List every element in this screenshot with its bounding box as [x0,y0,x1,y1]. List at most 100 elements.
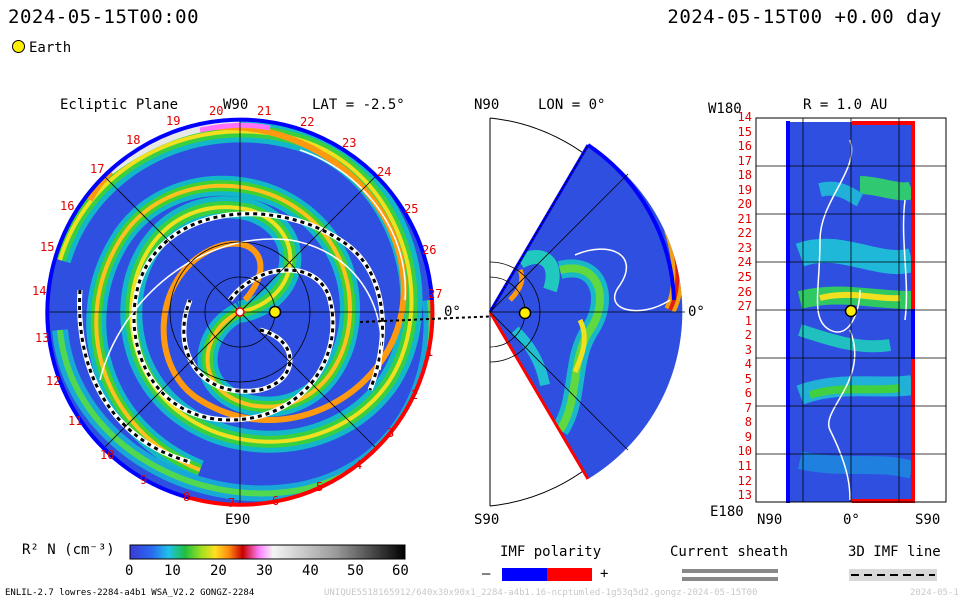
ecliptic-lat-label: LAT = -2.5° [312,97,405,113]
footer-run-id: UNIQUE5518165912/640x30x90x1_2284-a4b1.1… [324,588,758,598]
colorbar-label: R² N (cm⁻³) [22,542,115,558]
r-y-tick: 12 [737,473,752,488]
colorbar-tick-40: 40 [302,563,319,579]
r-y-tick: 10 [737,444,752,459]
ecliptic-top-label: W90 [223,97,249,113]
earth-legend-label: Earth [29,40,72,56]
r-y-tick: 15 [737,124,752,139]
imf-minus: – [482,566,491,582]
meridional-top-label: N90 [474,97,500,113]
colorbar-tick-20: 20 [210,563,227,579]
rot-8: 8 [183,490,191,504]
r-y-tick: 3 [744,342,752,357]
colorbar-tick-50: 50 [347,563,364,579]
imf-polarity-title: IMF polarity [500,544,602,560]
rot-13: 13 [35,331,50,345]
imf-line-title: 3D IMF line [848,544,941,560]
ecliptic-title: Ecliptic Plane [60,97,179,113]
rot-14: 14 [32,284,47,298]
rot-18: 18 [126,133,141,147]
r-y-tick: 22 [737,226,752,241]
right-timestamp: 2024-05-15T00 +0.00 day [667,6,942,28]
rot-16: 16 [60,199,75,213]
rot-3: 3 [387,426,395,440]
rot-26: 26 [422,243,437,257]
r-x-mid: 0° [843,512,860,528]
r-y-tick: 9 [744,429,752,444]
r-y-tick: 20 [737,197,752,212]
rot-7: 7 [228,496,236,510]
r-y-tick: 2 [744,328,752,343]
colorbar-tick-0: 0 [125,563,134,579]
r-y-tick: 18 [737,168,752,183]
r-y-tick: 27 [737,299,752,313]
rot-1: 1 [426,345,434,359]
r-y-tick: 4 [744,357,752,372]
meridional-zero-label: 0° [688,304,705,320]
r-y-tick: 24 [737,255,752,270]
r-x-right: S90 [915,512,941,528]
imf-negative-swatch [502,568,547,581]
earth-legend: Earth [12,40,71,56]
r-top-label: W180 [708,101,742,117]
r-y-tick: 21 [737,211,752,226]
colorbar-tick-30: 30 [256,563,273,579]
r-y-tick: 14 [737,110,752,124]
ecliptic-plane-panel [45,117,501,507]
r-y-tick: 23 [737,240,752,255]
r-1au-panel [755,117,947,503]
rot-4: 4 [355,458,363,472]
r-y-tick: 13 [737,488,752,502]
rot-17: 17 [90,162,105,176]
r-y-tick: 5 [744,371,752,386]
colorbar-tick-60: 60 [392,563,409,579]
left-timestamp: 2024-05-15T00:00 [8,6,200,28]
rot-20: 20 [209,104,224,118]
r-y-tick: 25 [737,269,752,284]
current-sheath-swatch-1 [682,569,778,573]
r-y-tick: 6 [744,386,752,401]
rot-12: 12 [46,374,61,388]
r-title: R = 1.0 AU [803,97,888,113]
sun-marker [235,307,245,317]
rot-27: 27 [428,287,443,301]
current-sheath-swatch-2 [682,577,778,581]
r-y-tick: 16 [737,139,752,154]
rot-11: 11 [68,414,83,428]
rot-10: 10 [100,448,115,462]
r-y-tick: 17 [737,153,752,168]
r-y-tick: 8 [744,415,752,430]
imf-positive-swatch [547,568,592,581]
r-y-tick: 1 [744,313,752,328]
rot-22: 22 [300,115,315,129]
rot-23: 23 [342,136,357,150]
rot-5: 5 [316,480,324,494]
rot-9: 9 [140,473,148,487]
rot-15: 15 [40,240,55,254]
ecliptic-zero-label: 0° [444,304,461,320]
r-y-tick: 11 [737,458,752,473]
r-x-left: N90 [757,512,783,528]
rot-2: 2 [411,388,419,402]
ecliptic-bottom-label: E90 [225,512,251,528]
r-y-tick: 19 [737,182,752,197]
imf-plus: + [600,566,609,582]
meridional-lon-label: LON = 0° [538,97,606,113]
earth-legend-icon [12,40,25,53]
rot-25: 25 [404,202,419,216]
earth-marker [268,305,282,319]
footer-date-tail: 2024-05-1 [910,588,959,598]
earth-marker-r [844,304,858,318]
meridional-plane-panel [488,117,685,507]
rot-21: 21 [257,104,272,118]
colorbar [129,544,406,560]
r-bottom-label: E180 [710,504,744,520]
meridional-bottom-label: S90 [474,512,500,528]
rot-24: 24 [377,165,392,179]
rot-19: 19 [166,114,181,128]
r-y-tick: 7 [744,400,752,415]
rot-6: 6 [272,494,280,508]
earth-marker-meridional [518,306,532,320]
colorbar-tick-10: 10 [164,563,181,579]
